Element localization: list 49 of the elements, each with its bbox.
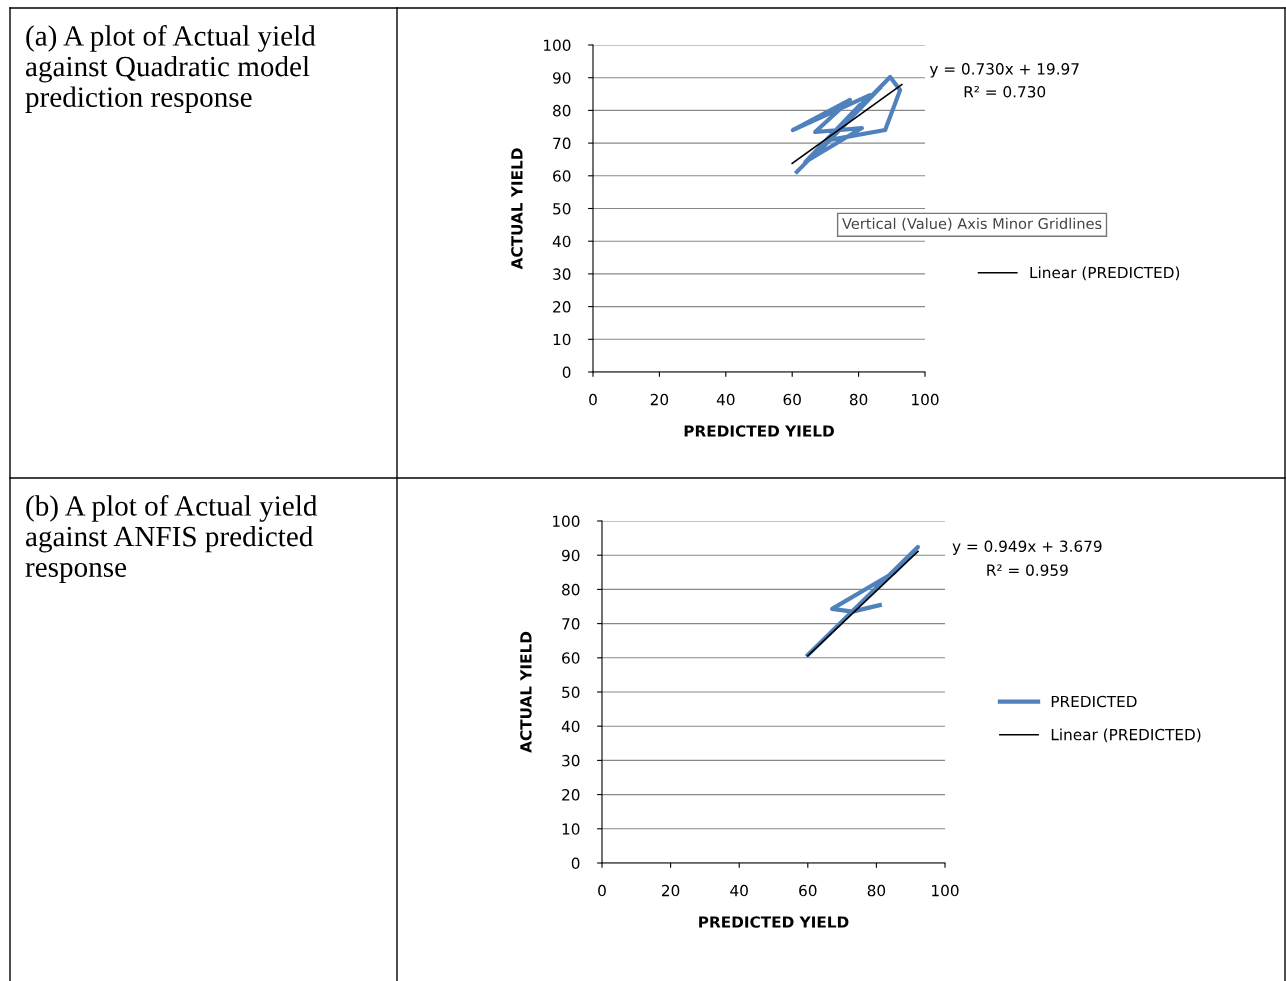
y-tick-label: 20 — [562, 789, 580, 801]
y-tick-label: 30 — [562, 754, 580, 767]
y-tick-label: 50 — [553, 202, 571, 215]
x-tick-label: 80 — [849, 393, 868, 406]
y-tick-label: 30 — [553, 268, 571, 280]
y-tick-label: 0 — [562, 366, 571, 379]
y-tick-label: 60 — [562, 652, 580, 664]
y-tick-label: 60 — [553, 170, 571, 182]
y-tick-label: 20 — [553, 301, 571, 313]
x-tick-label: 80 — [867, 884, 886, 897]
y-tick-label: 100 — [543, 39, 571, 52]
legend-label: Linear (PREDICTED) — [1030, 266, 1180, 281]
text: (b) A plot of Actual yield against ANFIS predicted response — [25, 495, 318, 583]
x-tick-label: 40 — [716, 393, 735, 406]
x-tick-label: 60 — [799, 884, 817, 897]
y-tick-label: 10 — [553, 333, 571, 346]
y-tick-label: 10 — [562, 823, 580, 835]
line-series — [790, 74, 903, 174]
legend-label: PREDICTED — [1051, 695, 1137, 708]
y-tick-label: 90 — [561, 549, 580, 562]
text: y = 0.730x + 19.97 — [929, 63, 1079, 78]
x-tick-label: 100 — [932, 884, 959, 897]
y-tick-label: 80 — [553, 104, 571, 117]
x-axis-title: PREDICTED YIELD — [699, 916, 849, 928]
legend-label: Linear (PREDICTED) — [1051, 728, 1201, 743]
annotation: Vertical (Value) Axis Minor Gridlines — [842, 217, 1102, 231]
y-tick-label: 80 — [562, 583, 580, 596]
x-tick-label: 0 — [589, 393, 597, 406]
x-tick-label: 20 — [650, 393, 669, 406]
y-tick-label: 90 — [552, 72, 571, 84]
x-tick-label: 20 — [662, 884, 680, 897]
y-axis-title: ACTUAL YIELD — [520, 631, 532, 753]
x-tick-label: 100 — [912, 393, 939, 406]
y-tick-label: 100 — [552, 515, 580, 528]
y-tick-label: 50 — [562, 686, 580, 699]
x-axis-title: PREDICTED YIELD — [684, 425, 834, 437]
text: R² = 0.959 — [987, 564, 1068, 576]
y-tick-label: 70 — [562, 618, 580, 630]
text: R² = 0.730 — [964, 85, 1046, 98]
text: y = 0.949x + 3.679 — [952, 540, 1102, 555]
y-tick-label: 40 — [552, 235, 571, 248]
y-tick-label: 40 — [561, 720, 580, 733]
y-tick-label: 70 — [553, 137, 571, 150]
x-tick-label: 60 — [783, 393, 801, 406]
y-tick-label: 0 — [571, 857, 580, 870]
x-tick-label: 40 — [730, 884, 748, 897]
y-axis-title: ACTUAL YIELD — [511, 148, 523, 270]
text: (a) A plot of Actual yield against Quadratic model prediction response — [25, 25, 316, 113]
x-tick-label: 0 — [598, 884, 606, 897]
